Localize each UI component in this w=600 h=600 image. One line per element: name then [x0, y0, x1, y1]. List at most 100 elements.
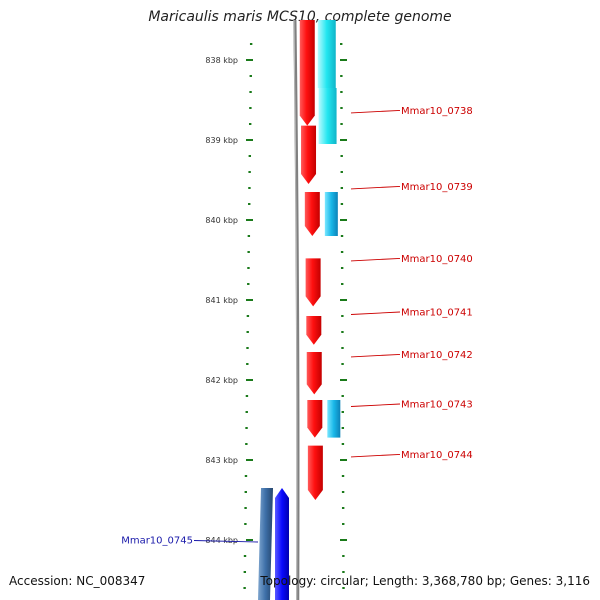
ruler-minor-tick: [246, 315, 250, 317]
ruler-minor-tick: [245, 395, 249, 397]
gene-label-leader: [350, 257, 401, 262]
ruler-minor-tick: [341, 507, 345, 509]
ruler-minor-tick: [247, 267, 250, 269]
ruler-minor-tick: [246, 347, 249, 349]
ruler-minor-tick: [244, 491, 247, 493]
ruler-minor-tick: [249, 75, 252, 77]
ruler-minor-tick: [248, 187, 251, 189]
gene-label: Mmar10_0745: [121, 536, 193, 547]
ruler-minor-tick: [248, 123, 252, 125]
ruler-minor-tick: [341, 475, 345, 477]
ruler-minor-tick: [244, 523, 247, 525]
ruler-minor-tick: [340, 251, 344, 253]
gene-label: Mmar10_0739: [401, 182, 473, 193]
gene-label: Mmar10_0741: [401, 308, 473, 319]
cds-feature: [327, 400, 341, 438]
gene-arrow: [301, 125, 317, 184]
ruler-minor-tick: [340, 187, 344, 189]
cds-feature: [318, 88, 337, 144]
ruler-minor-tick: [341, 331, 344, 333]
ruler-minor-tick: [340, 123, 343, 125]
gene-label-leader: [350, 311, 401, 315]
ruler-tick-label: 843 kbp: [205, 456, 238, 465]
ruler-tick-major: [246, 139, 253, 141]
ruler-minor-tick: [340, 43, 343, 45]
genome-summary: Topology: circular; Length: 3,368,780 bp…: [260, 574, 590, 588]
ruler-minor-tick: [247, 251, 250, 253]
gene-label-leader: [350, 453, 401, 458]
ruler-minor-tick: [248, 171, 251, 173]
ruler-minor-tick: [249, 107, 252, 109]
ruler-minor-tick: [243, 555, 247, 557]
ruler-minor-tick: [342, 555, 345, 557]
ruler-minor-tick: [340, 235, 344, 237]
gene-label-leader: [350, 353, 401, 358]
ruler-tick-major: [246, 539, 253, 541]
ruler-minor-tick: [340, 91, 343, 93]
ruler-minor-tick: [243, 571, 247, 573]
ruler-minor-tick: [342, 523, 345, 525]
ruler-minor-tick: [249, 43, 253, 45]
ruler-minor-tick: [341, 443, 345, 445]
ruler-minor-tick: [247, 283, 250, 285]
ruler-tick-major: [246, 299, 253, 301]
gene-label-leader: [350, 403, 401, 407]
ruler-tick-label: 841 kbp: [205, 296, 238, 305]
ruler-tick-label: 840 kbp: [205, 216, 238, 225]
ruler-minor-tick: [340, 171, 343, 173]
ruler-minor-tick: [341, 427, 345, 429]
ruler-minor-tick: [248, 155, 252, 157]
ruler-minor-tick: [246, 363, 249, 365]
ruler-tick-label: 844 kbp: [205, 536, 238, 545]
ruler-minor-tick: [340, 155, 343, 157]
backbone-highlight: [293, 19, 298, 600]
ruler-minor-tick: [341, 395, 344, 397]
ruler-minor-tick: [340, 75, 343, 77]
genome-title: Maricaulis maris MCS10, complete genome: [148, 9, 452, 25]
ruler-tick-label: 839 kbp: [205, 136, 238, 145]
gene-label: Mmar10_0742: [401, 350, 473, 361]
ruler-minor-tick: [341, 491, 345, 493]
ruler-minor-tick: [341, 315, 344, 317]
ruler-tick-right: [340, 59, 347, 61]
ruler-minor-tick: [243, 587, 246, 589]
gene-label: Mmar10_0744: [401, 450, 473, 461]
ruler-minor-tick: [245, 443, 248, 445]
ruler-minor-tick: [245, 411, 248, 413]
ruler-tick-right: [340, 299, 347, 301]
ruler-minor-tick: [341, 411, 344, 413]
gene-label: Mmar10_0740: [401, 254, 473, 265]
gene-label-leader: [193, 540, 259, 543]
ruler-minor-tick: [340, 203, 344, 205]
ruler-tick-right: [340, 539, 347, 541]
ruler-tick-major: [246, 379, 253, 381]
gene-label-leader: [350, 185, 401, 190]
gene-label-leader: [350, 109, 401, 114]
ruler-tick-major: [246, 59, 253, 61]
cds-feature: [258, 488, 273, 600]
gene-label: Mmar10_0743: [401, 400, 473, 411]
ruler-minor-tick: [248, 203, 251, 205]
backbone-line: [293, 19, 300, 600]
ruler-minor-tick: [342, 587, 345, 589]
ruler-tick-right: [340, 139, 347, 141]
ruler-tick-right: [340, 379, 347, 381]
ruler-minor-tick: [244, 475, 248, 477]
gene-label: Mmar10_0738: [401, 106, 473, 117]
ruler-tick-label: 838 kbp: [205, 56, 238, 65]
gene-arrow: [305, 258, 321, 307]
ruler-minor-tick: [244, 507, 247, 509]
gene-arrow: [306, 352, 322, 395]
gene-arrow: [299, 20, 315, 126]
gene-arrow: [307, 400, 323, 438]
cds-feature: [324, 192, 338, 236]
gene-arrow: [307, 445, 323, 500]
accession-label: Accession: NC_008347: [9, 574, 146, 588]
ruler-minor-tick: [341, 363, 344, 365]
ruler-tick-major: [246, 459, 253, 461]
ruler-minor-tick: [341, 283, 344, 285]
ruler-minor-tick: [249, 91, 252, 93]
ruler-tick-major: [246, 219, 253, 221]
